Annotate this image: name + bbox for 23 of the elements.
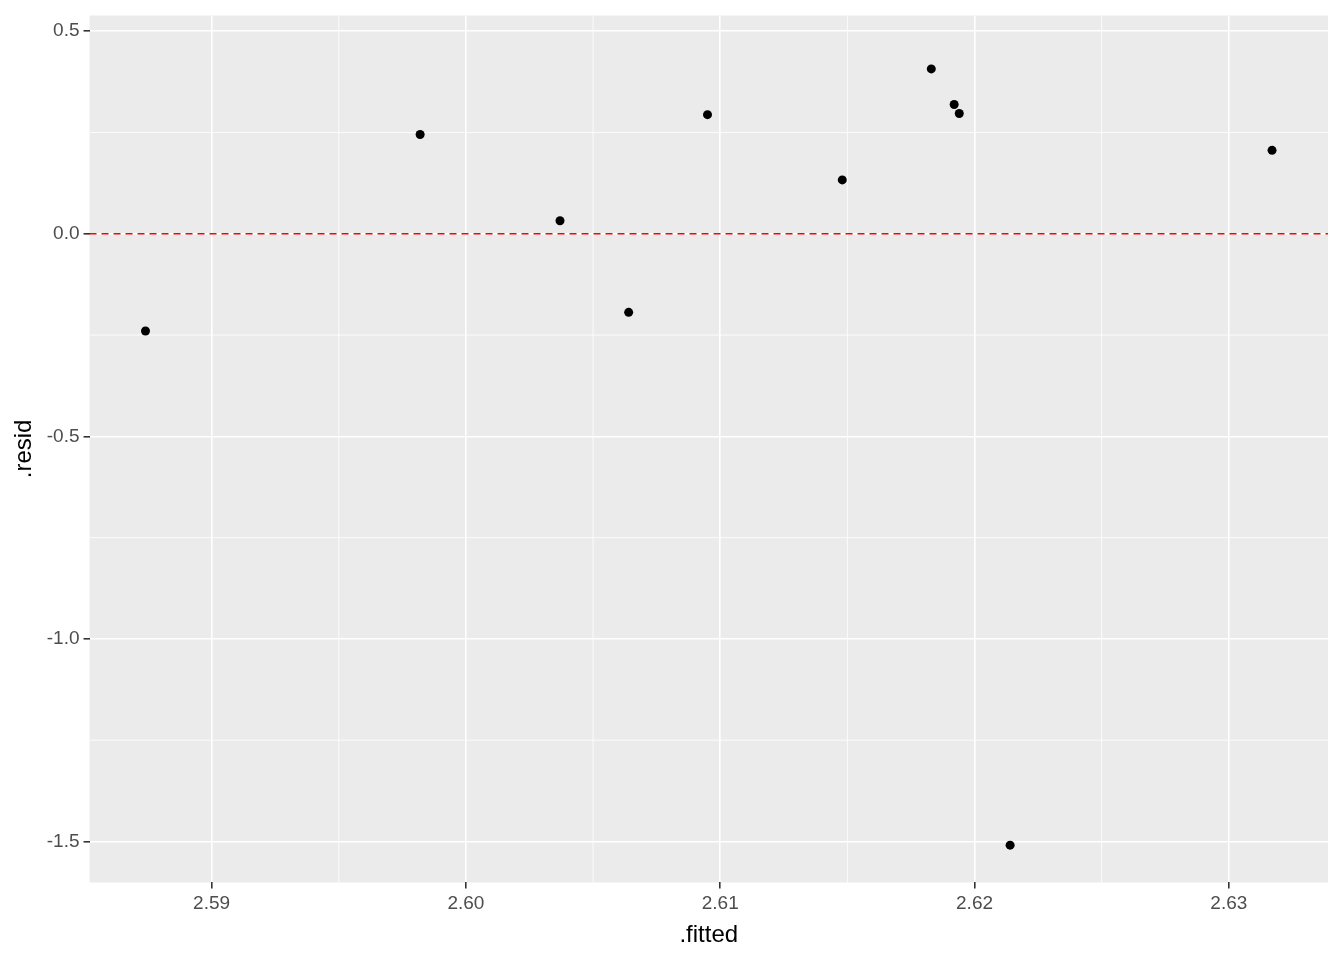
y-tick-label: 0.5 (53, 19, 80, 41)
point (926, 64, 936, 74)
point (954, 108, 964, 118)
point (949, 100, 959, 110)
y-tick-label: -0.5 (46, 424, 80, 446)
y-tick-label: -1.0 (46, 627, 80, 649)
x-tick-label: 2.60 (447, 892, 485, 914)
point (415, 130, 425, 140)
x-tick-label: 2.63 (1210, 892, 1248, 914)
y-tick-label: -1.5 (46, 829, 80, 851)
point (837, 175, 847, 185)
point (624, 307, 634, 317)
point (140, 326, 150, 336)
y-tick-label: 0.0 (53, 222, 80, 243)
y-axis-title: .resid (9, 419, 37, 479)
point (1005, 840, 1015, 850)
point (1267, 145, 1277, 155)
x-tick-label: 2.61 (701, 892, 739, 914)
x-tick-label: 2.62 (956, 892, 994, 914)
point (555, 216, 565, 226)
x-tick-label: 2.59 (193, 892, 231, 914)
x-axis-title: .fitted (679, 920, 739, 948)
point (703, 110, 712, 120)
